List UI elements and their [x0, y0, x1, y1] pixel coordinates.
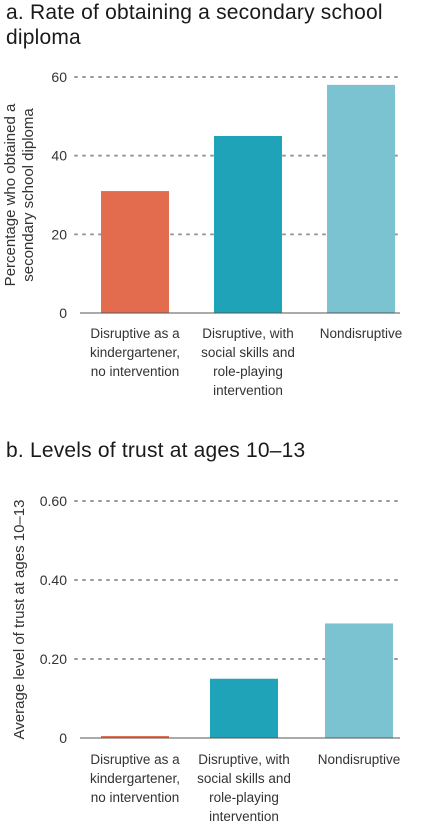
category-label-line: role-playing: [209, 790, 279, 805]
category-label-line: Disruptive as a: [90, 752, 180, 767]
category-label: Disruptive as a kindergartener, no interve…: [90, 752, 180, 805]
category-label-line: intervention: [213, 383, 283, 398]
category-label-line: no intervention: [91, 364, 180, 379]
y-axis-label-line: secondary school diploma: [20, 108, 37, 282]
y-tick-label: 0: [59, 730, 67, 746]
y-tick-label: 0.60: [40, 493, 67, 509]
category-label-line: intervention: [209, 809, 279, 824]
category-label: Disruptive as a kindergartener, no interve…: [90, 326, 180, 379]
category-label-line: Nondisruptive: [320, 326, 403, 341]
category-label-line: kindergartener,: [90, 771, 180, 786]
category-label-line: Disruptive as a: [90, 326, 180, 341]
bar: [327, 84, 395, 313]
y-tick-label: 40: [51, 148, 67, 164]
y-tick-label: 0.40: [40, 572, 67, 588]
bar: [210, 678, 278, 738]
y-axis-label: Percentage who obtained asecondary schoo…: [2, 103, 37, 286]
category-label-line: no intervention: [91, 790, 180, 805]
y-tick-label: 60: [51, 69, 67, 85]
category-label-line: Disruptive, with: [198, 752, 290, 767]
y-axis-label: Average level of trust at ages 10–13: [11, 500, 28, 740]
category-label: Disruptive, with social skills and role-pl…: [197, 752, 291, 824]
y-tick-label: 20: [51, 226, 67, 242]
bar: [101, 736, 169, 738]
category-label: Disruptive, with social skills and role-pl…: [201, 326, 295, 398]
category-label-line: social skills and: [197, 771, 291, 786]
category-label-line: Disruptive, with: [202, 326, 294, 341]
category-label: Nondisruptive: [320, 326, 403, 341]
y-tick-label: 0.20: [40, 651, 67, 667]
y-axis-label-line: Percentage who obtained a: [2, 103, 19, 286]
chart-a: 0 20 40 60 Percentage who obtained asecondar…: [2, 69, 403, 398]
category-label-line: role-playing: [213, 364, 283, 379]
y-tick-label: 0: [59, 305, 67, 321]
bar: [101, 191, 169, 313]
category-label-line: Nondisruptive: [318, 752, 401, 767]
bar: [325, 623, 393, 738]
y-axis-label-line: Average level of trust at ages 10–13: [11, 500, 28, 740]
chart-b: 0 0.20 0.40 0.60 Average level of trust at a…: [11, 493, 401, 824]
chart-a-title: a. Rate of obtaining a secondary school …: [6, 1, 383, 49]
category-label-line: kindergartener,: [90, 345, 180, 360]
category-label-line: social skills and: [201, 345, 295, 360]
chart-b-title: b. Levels of trust at ages 10–13: [6, 439, 306, 462]
category-label: Nondisruptive: [318, 752, 401, 767]
bar: [214, 136, 282, 313]
